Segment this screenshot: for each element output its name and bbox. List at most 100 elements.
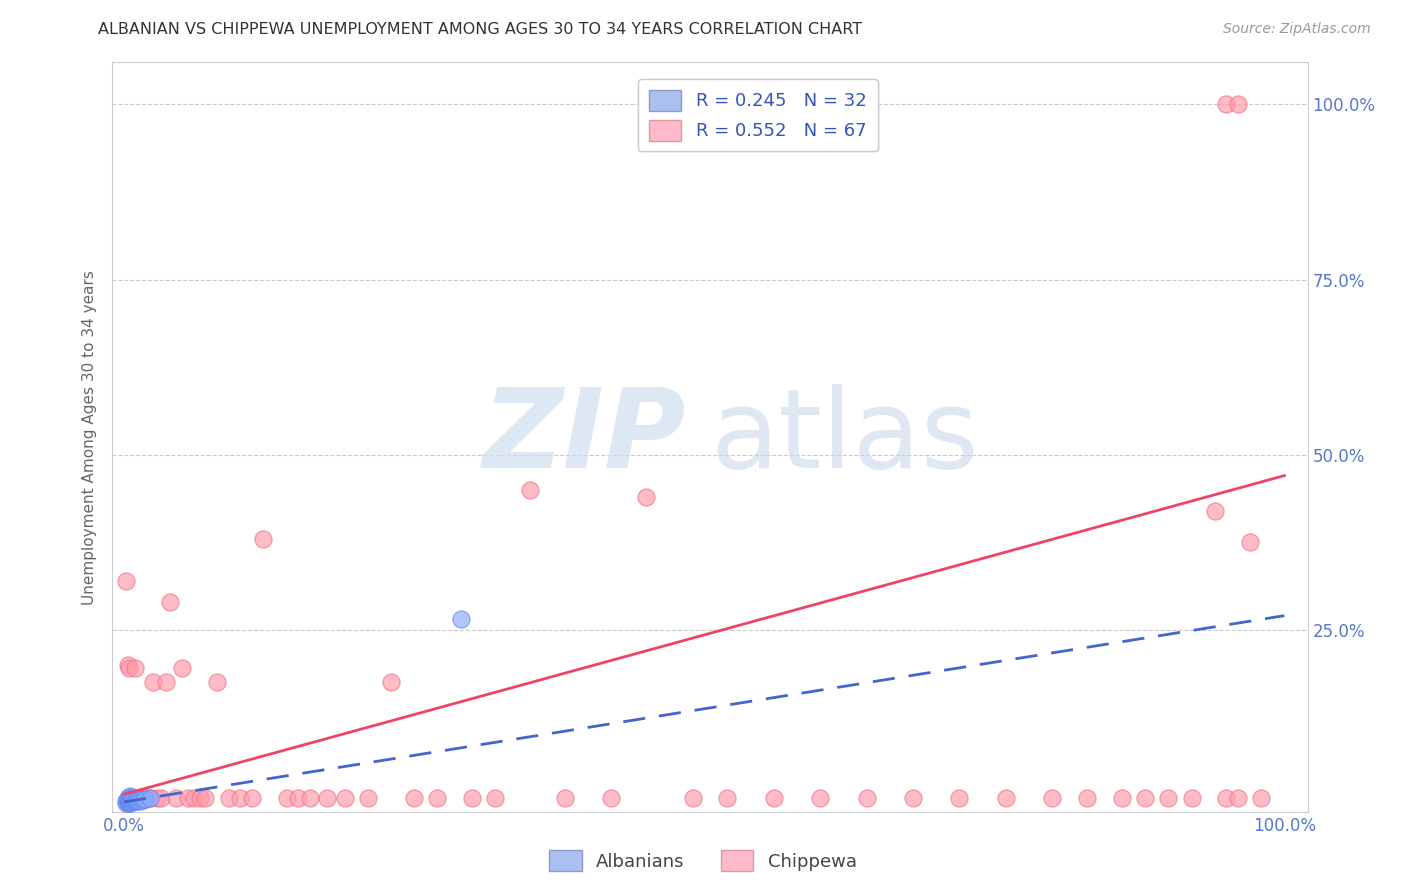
Point [901,790,924,805]
Point [159,594,181,608]
Point [121,793,143,807]
Point [948,790,970,805]
Point [461,790,484,805]
Point [142,675,165,690]
Point [131,792,153,806]
Point [484,790,506,805]
Point [118,790,141,805]
Point [125,790,148,805]
Point [1215,790,1237,805]
Point [138,790,160,805]
Point [994,790,1017,805]
Point [1226,790,1249,805]
Point [124,661,146,675]
Point [118,792,141,806]
Point [252,532,274,546]
Point [316,790,339,805]
Point [1076,790,1098,805]
Point [118,794,141,808]
Point [600,790,623,805]
Point [115,796,138,810]
Point [118,796,141,810]
Point [450,612,472,626]
Point [218,790,240,805]
Text: Source: ZipAtlas.com: Source: ZipAtlas.com [1223,22,1371,37]
Point [131,790,153,805]
Point [762,790,785,805]
Point [122,790,145,805]
Point [127,793,149,807]
Point [183,790,205,805]
Y-axis label: Unemployment Among Ages 30 to 34 years: Unemployment Among Ages 30 to 34 years [82,269,97,605]
Point [554,790,576,805]
Point [298,790,321,805]
Point [1250,790,1272,805]
Point [118,796,141,810]
Point [118,789,141,804]
Legend: Albanians, Chippewa: Albanians, Chippewa [543,843,863,879]
Point [155,675,177,690]
Point [135,790,157,805]
Point [855,790,877,805]
Point [120,790,142,805]
Point [172,661,194,675]
Text: ALBANIAN VS CHIPPEWA UNEMPLOYMENT AMONG AGES 30 TO 34 YEARS CORRELATION CHART: ALBANIAN VS CHIPPEWA UNEMPLOYMENT AMONG … [98,22,862,37]
Point [120,791,142,805]
Point [118,794,141,808]
Point [122,792,145,806]
Point [636,490,658,504]
Point [1157,790,1180,805]
Point [124,794,146,808]
Point [380,675,402,690]
Point [117,796,139,810]
Text: ZIP: ZIP [482,384,686,491]
Point [240,790,263,805]
Point [333,790,356,805]
Point [128,790,150,805]
Point [1215,97,1237,112]
Point [132,790,155,805]
Point [1239,535,1261,549]
Point [165,790,187,805]
Point [287,790,309,805]
Point [125,790,148,805]
Point [145,790,167,805]
Point [115,793,138,807]
Point [121,795,143,809]
Point [120,795,142,809]
Point [150,790,173,805]
Point [118,792,141,806]
Point [229,790,252,805]
Point [716,790,738,805]
Point [177,790,200,805]
Point [125,792,148,806]
Point [129,793,152,807]
Point [1226,97,1249,112]
Point [519,483,541,497]
Point [125,794,148,808]
Point [118,661,141,675]
Point [125,793,148,807]
Point [118,790,141,805]
Point [1204,503,1226,517]
Point [138,790,160,805]
Point [357,790,380,805]
Point [117,790,139,805]
Point [122,794,145,808]
Point [194,790,217,805]
Point [134,792,156,806]
Text: atlas: atlas [710,384,979,491]
Point [426,790,449,805]
Point [276,790,298,805]
Point [117,793,139,807]
Point [1180,790,1202,805]
Point [120,793,142,807]
Point [205,675,228,690]
Point [1133,790,1156,805]
Point [808,790,831,805]
Point [188,790,211,805]
Point [404,790,426,805]
Legend: R = 0.245   N = 32, R = 0.552   N = 67: R = 0.245 N = 32, R = 0.552 N = 67 [638,79,877,152]
Point [1111,790,1133,805]
Point [115,574,138,588]
